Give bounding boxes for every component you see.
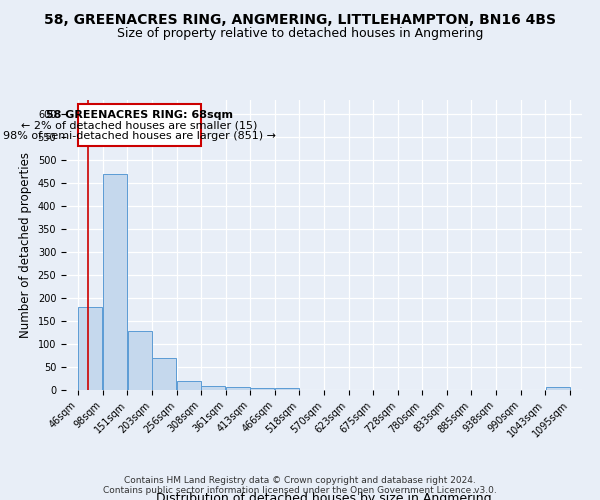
- Text: Size of property relative to detached houses in Angmering: Size of property relative to detached ho…: [117, 28, 483, 40]
- Text: 58 GREENACRES RING: 68sqm: 58 GREENACRES RING: 68sqm: [46, 110, 233, 120]
- Text: 58, GREENACRES RING, ANGMERING, LITTLEHAMPTON, BN16 4BS: 58, GREENACRES RING, ANGMERING, LITTLEHA…: [44, 12, 556, 26]
- Bar: [103, 174, 127, 390]
- Text: Contains HM Land Registry data © Crown copyright and database right 2024.: Contains HM Land Registry data © Crown c…: [124, 476, 476, 485]
- Bar: [250, 388, 274, 390]
- Text: ← 2% of detached houses are smaller (15): ← 2% of detached houses are smaller (15): [22, 120, 258, 130]
- Bar: [226, 387, 250, 390]
- Bar: [177, 381, 201, 390]
- Y-axis label: Number of detached properties: Number of detached properties: [19, 152, 32, 338]
- Text: Contains public sector information licensed under the Open Government Licence v3: Contains public sector information licen…: [103, 486, 497, 495]
- Bar: [275, 388, 299, 390]
- Text: 98% of semi-detached houses are larger (851) →: 98% of semi-detached houses are larger (…: [3, 131, 276, 141]
- FancyBboxPatch shape: [78, 104, 201, 146]
- X-axis label: Distribution of detached houses by size in Angmering: Distribution of detached houses by size …: [156, 492, 492, 500]
- Bar: [79, 307, 103, 390]
- Bar: [128, 331, 152, 390]
- Bar: [201, 386, 225, 390]
- Bar: [152, 358, 176, 390]
- Bar: [545, 387, 569, 390]
